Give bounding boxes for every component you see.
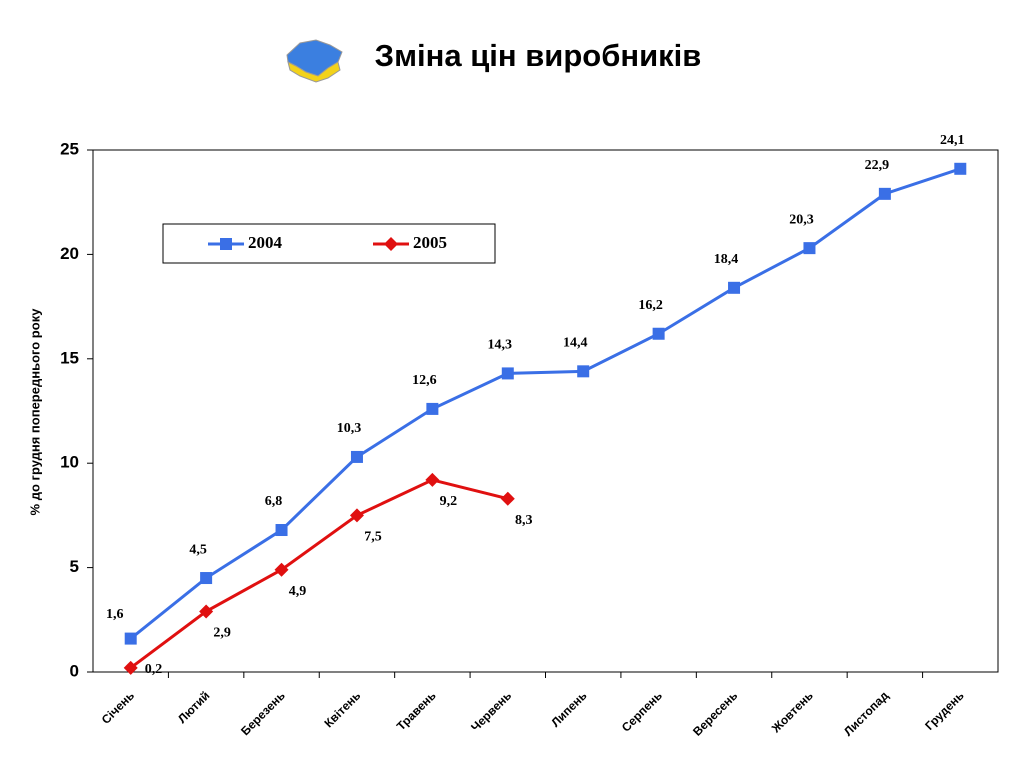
series-line <box>129 167 961 640</box>
data-label: 14,3 <box>488 338 513 353</box>
data-point <box>501 367 514 380</box>
chart-title: Зміна цін виробників <box>375 38 702 73</box>
data-point <box>954 162 967 175</box>
data-point <box>426 402 439 415</box>
data-label: 14,4 <box>563 336 588 351</box>
data-point <box>123 660 138 675</box>
x-tick-label: Жовтень <box>768 688 816 736</box>
data-label: 2,9 <box>213 626 231 641</box>
x-tick-label: Січень <box>99 688 137 726</box>
data-label: 16,2 <box>638 298 663 313</box>
data-label: 1,6 <box>106 607 124 622</box>
data-point <box>728 281 741 294</box>
ukraine-icon <box>286 39 343 83</box>
x-tick-label: Березень <box>238 688 288 738</box>
x-tick-label: Листопад <box>841 688 892 739</box>
data-point <box>200 572 213 585</box>
data-point <box>803 242 816 255</box>
data-label: 6,8 <box>265 494 283 509</box>
legend-label: 2005 <box>413 233 447 252</box>
data-label: 7,5 <box>364 530 382 545</box>
y-tick-label: 25 <box>60 139 79 158</box>
legend-marker <box>384 237 398 251</box>
y-tick-label: 10 <box>60 453 79 472</box>
data-point <box>349 508 364 523</box>
data-point <box>577 365 590 378</box>
data-label: 22,9 <box>865 158 890 173</box>
data-point <box>652 327 665 340</box>
data-label: 4,9 <box>289 584 307 599</box>
x-tick-label: Вересень <box>690 688 740 738</box>
x-tick-label: Червень <box>468 688 514 734</box>
x-tick-label: Липень <box>548 688 589 729</box>
y-tick-label: 20 <box>60 244 79 263</box>
data-point <box>199 604 214 619</box>
y-tick-label: 15 <box>60 348 79 367</box>
legend-label: 2004 <box>248 233 283 252</box>
y-axis-label: % до грудня попереднього року <box>27 308 42 516</box>
data-label: 12,6 <box>412 373 437 388</box>
legend-marker <box>220 238 232 250</box>
data-label: 9,2 <box>440 494 458 509</box>
y-tick-label: 0 <box>70 661 79 680</box>
data-point <box>124 632 137 645</box>
data-point <box>500 491 515 506</box>
x-tick-label: Серпень <box>619 688 665 734</box>
data-label: 10,3 <box>337 421 362 436</box>
data-point <box>274 562 289 577</box>
y-tick-label: 5 <box>70 557 79 576</box>
data-label: 4,5 <box>189 542 207 557</box>
data-point <box>350 450 363 463</box>
x-tick-label: Травень <box>394 688 439 733</box>
data-point <box>275 524 288 537</box>
x-tick-label: Грудень <box>922 688 966 732</box>
data-label: 24,1 <box>940 133 965 148</box>
data-point <box>425 472 440 487</box>
data-label: 18,4 <box>714 252 739 267</box>
data-point <box>878 187 891 200</box>
data-label: 8,3 <box>515 513 533 528</box>
x-tick-label: Лютий <box>175 688 212 725</box>
x-tick-label: Квітень <box>321 688 363 730</box>
data-label: 20,3 <box>789 212 814 227</box>
data-label: 0,2 <box>145 662 163 677</box>
series-line <box>129 478 509 670</box>
